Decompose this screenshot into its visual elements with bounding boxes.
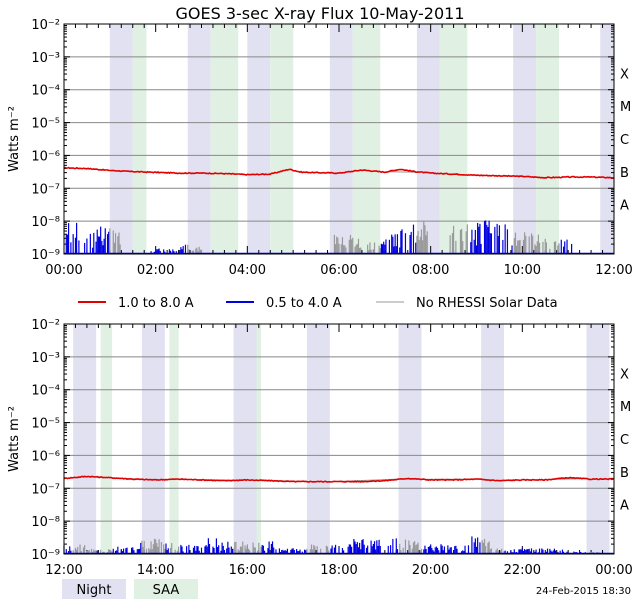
y-tick-label-4: 10⁻⁵ (31, 417, 60, 432)
night-band-4 (398, 324, 422, 554)
x-tick-label-0: 12:00 (45, 563, 82, 578)
night-band-6 (600, 24, 614, 254)
night-band-5 (481, 324, 504, 554)
flare-class-A: A (620, 199, 629, 214)
x-tick-label-1: 02:00 (137, 263, 174, 278)
flare-class-B: B (620, 166, 629, 181)
series-long-1-8A (64, 166, 614, 179)
saa-key-label: SAA (153, 583, 180, 598)
night-band-3 (329, 24, 353, 254)
plot-frame (63, 23, 615, 255)
y-tick-label-6: 10⁻³ (31, 351, 60, 366)
chart-title: GOES 3-sec X-ray Flux 10-May-2011 (176, 4, 465, 23)
x-tick-label-1: 14:00 (137, 563, 174, 578)
saa-band-2 (256, 324, 262, 554)
flare-class-C: C (620, 433, 629, 448)
flare-class-M: M (620, 400, 631, 415)
plot-frame (63, 323, 615, 555)
night-band-2 (233, 324, 257, 554)
y-tick-label-1: 10⁻⁸ (31, 515, 60, 530)
night-band-6 (586, 324, 610, 554)
night-band-5 (513, 24, 537, 254)
panel-top: 10⁻⁹ 10⁻⁸ 10⁻⁷ 10⁻⁶ 10⁻⁵ 10⁻⁴ 10⁻³ 10⁻² Watts m⁻… (7, 18, 633, 278)
night-saa-key: Night SAA (62, 579, 198, 599)
series-long-1-8A (63, 475, 615, 483)
y-tick-label-6: 10⁻³ (31, 51, 60, 66)
saa-band-5 (536, 24, 559, 254)
y-tick-label-3: 10⁻⁶ (31, 149, 60, 164)
legend: 1.0 to 8.0 A 0.5 to 4.0 A No RHESSI Sola… (78, 296, 558, 311)
night-key-swatch (62, 579, 126, 599)
saa-band-0 (100, 324, 113, 554)
x-tick-label-3: 18:00 (320, 563, 357, 578)
night-key-label: Night (77, 583, 112, 598)
night-band-0 (109, 24, 133, 254)
panel-bottom: 10⁻⁹ 10⁻⁸ 10⁻⁷ 10⁻⁶ 10⁻⁵ 10⁻⁴ 10⁻³ 10⁻² Watts m⁻… (7, 318, 633, 578)
legend-no-rhessi-label: No RHESSI Solar Data (416, 296, 558, 311)
y-tick-label-5: 10⁻⁴ (31, 384, 60, 399)
saa-band-2 (270, 24, 294, 254)
night-band-4 (416, 24, 440, 254)
saa-band-4 (439, 24, 468, 254)
x-tick-label-3: 06:00 (320, 263, 357, 278)
y-axis-label: Watts m⁻² (7, 406, 22, 472)
legend-long-label: 1.0 to 8.0 A (118, 296, 194, 311)
night-band-3 (306, 324, 330, 554)
x-tick-label-2: 16:00 (229, 563, 266, 578)
y-axis-label: Watts m⁻² (7, 106, 22, 172)
x-tick-label-6: 12:00 (595, 263, 632, 278)
night-band-1 (187, 24, 211, 254)
saa-band-0 (132, 24, 147, 254)
flare-class-X: X (620, 67, 629, 82)
flare-class-X: X (620, 367, 629, 382)
y-tick-label-0: 10⁻⁹ (31, 248, 60, 263)
night-band-2 (247, 24, 271, 254)
flare-class-C: C (620, 133, 629, 148)
night-band-0 (73, 324, 97, 554)
flare-class-A: A (620, 499, 629, 514)
x-tick-label-5: 22:00 (504, 563, 541, 578)
y-tick-label-0: 10⁻⁹ (31, 548, 60, 563)
flare-class-M: M (620, 100, 631, 115)
legend-short-label: 0.5 to 4.0 A (266, 296, 342, 311)
y-tick-label-1: 10⁻⁸ (31, 215, 60, 230)
saa-band-3 (352, 24, 381, 254)
x-tick-label-2: 04:00 (229, 263, 266, 278)
y-tick-label-7: 10⁻² (31, 318, 60, 333)
x-tick-label-6: 00:00 (595, 563, 632, 578)
y-tick-label-2: 10⁻⁷ (31, 182, 60, 197)
saa-band-1 (210, 24, 239, 254)
saa-key-swatch (134, 579, 198, 599)
y-tick-label-2: 10⁻⁷ (31, 482, 60, 497)
x-tick-label-0: 00:00 (45, 263, 82, 278)
timestamp: 24-Feb-2015 18:30 (536, 586, 631, 597)
x-tick-label-4: 08:00 (412, 263, 449, 278)
flare-class-B: B (620, 466, 629, 481)
saa-band-1 (169, 324, 179, 554)
y-tick-label-3: 10⁻⁶ (31, 449, 60, 464)
y-tick-label-5: 10⁻⁴ (31, 84, 60, 99)
y-tick-label-4: 10⁻⁵ (31, 117, 60, 132)
y-tick-label-7: 10⁻² (31, 18, 60, 33)
x-tick-label-4: 20:00 (412, 563, 449, 578)
x-tick-label-5: 10:00 (504, 263, 541, 278)
night-band-1 (141, 324, 165, 554)
